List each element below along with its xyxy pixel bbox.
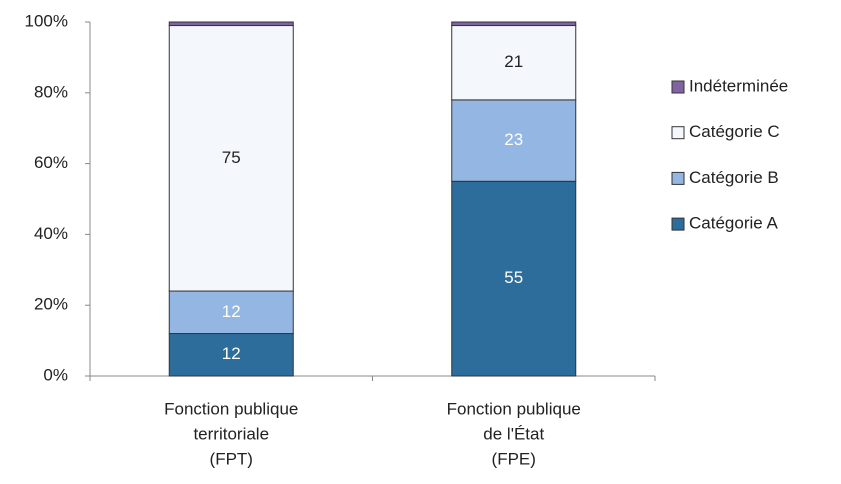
data-label: 23	[504, 130, 523, 149]
x-tick-label: (FPE)	[492, 449, 536, 468]
x-tick-label: de l'État	[483, 424, 544, 443]
data-label: 55	[504, 268, 523, 287]
y-tick-label: 0%	[43, 365, 68, 384]
x-tick-label: territoriale	[193, 424, 269, 443]
legend-swatch	[671, 80, 685, 94]
x-tick-label: Fonction publique	[447, 399, 581, 418]
x-tick-label: (FPT)	[210, 449, 253, 468]
bar-segment	[451, 99, 577, 182]
bar-segment	[168, 21, 294, 27]
legend-swatch	[671, 171, 685, 185]
legend-swatch	[671, 217, 685, 231]
y-tick-label: 60%	[34, 153, 68, 172]
data-label: 75	[222, 148, 241, 167]
bar-segment	[168, 333, 294, 377]
bar-segment	[451, 180, 577, 377]
y-tick-label: 80%	[34, 82, 68, 101]
data-label: 21	[504, 52, 523, 71]
y-tick-label: 40%	[34, 224, 68, 243]
y-tick-label: 100%	[25, 11, 68, 30]
bar-segment	[168, 25, 294, 292]
x-tick-label: Fonction publique	[164, 399, 298, 418]
bar-segment	[168, 290, 294, 335]
bar-segment	[451, 21, 577, 27]
legend-label: Catégorie A	[689, 214, 778, 233]
legend-label: Catégorie C	[689, 122, 780, 141]
y-tick-label: 20%	[34, 295, 68, 314]
legend-swatch	[671, 126, 685, 140]
data-label: 12	[222, 344, 241, 363]
legend-label: Catégorie B	[689, 168, 779, 187]
data-label: 12	[222, 302, 241, 321]
legend-label: Indéterminée	[689, 76, 788, 95]
